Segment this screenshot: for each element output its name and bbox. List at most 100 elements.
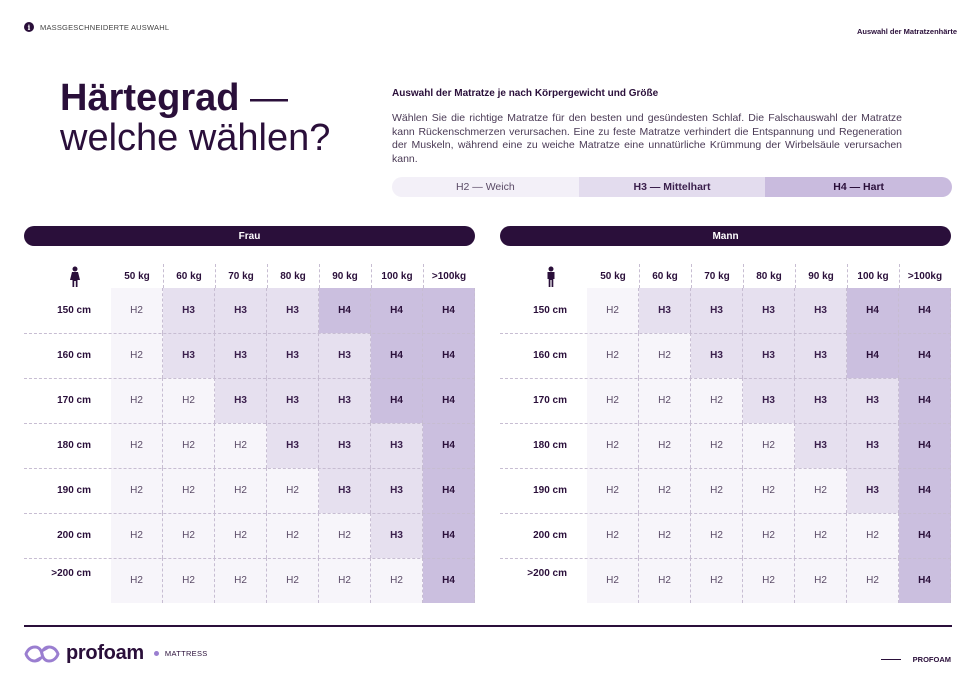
firmness-cell: H2 (587, 513, 639, 558)
section-name: MASSGESCHNEIDERTE AUSWAHL (40, 22, 170, 32)
firmness-cell: H2 (215, 468, 267, 513)
firmness-cell: H2 (111, 423, 163, 468)
weight-header: 70 kg (704, 270, 730, 282)
firmness-cell: H2 (111, 288, 163, 333)
firmness-cell: H2 (163, 378, 215, 423)
firmness-cell: H3 (319, 333, 371, 378)
firmness-cell: H3 (795, 333, 847, 378)
row-divider (500, 558, 951, 559)
footer-rule (24, 625, 952, 627)
intro-heading: Auswahl der Matratze je nach Körpergewic… (392, 88, 659, 99)
column-divider (847, 264, 848, 288)
column-divider (899, 264, 900, 288)
firmness-cell: H3 (267, 288, 319, 333)
firmness-cell: H2 (743, 513, 795, 558)
firmness-cell: H2 (267, 558, 319, 603)
firmness-cell: H3 (847, 423, 899, 468)
page-title: Härtegrad — welche wählen? (60, 78, 330, 158)
firmness-cell: H3 (795, 423, 847, 468)
firmness-cell: H2 (587, 468, 639, 513)
weight-header: 70 kg (228, 270, 254, 282)
height-row-label: >200 cm (527, 568, 567, 579)
firmness-cell: H4 (847, 288, 899, 333)
firmness-cell: H2 (267, 468, 319, 513)
firmness-cell: H2 (267, 513, 319, 558)
firmness-cell: H2 (847, 558, 899, 603)
row-divider (24, 468, 475, 469)
title-bold: Härtegrad (60, 77, 240, 119)
firmness-cell: H2 (587, 333, 639, 378)
firmness-cell: H3 (215, 378, 267, 423)
legend-h4: H4 — Hart (765, 177, 952, 197)
weight-header: >100kg (907, 270, 943, 282)
height-row-label: 170 cm (57, 395, 91, 406)
firmness-cell: H2 (639, 513, 691, 558)
brand-name: profoam (66, 642, 144, 664)
weight-header: 50 kg (600, 270, 626, 282)
row-divider (24, 513, 475, 514)
weight-header: 100 kg (857, 270, 889, 282)
firmness-cell: H2 (215, 513, 267, 558)
column-divider (163, 264, 164, 288)
firmness-cell: H4 (423, 333, 475, 378)
firmness-cell: H3 (371, 423, 423, 468)
firmness-cell: H2 (111, 468, 163, 513)
firmness-cell: H2 (639, 558, 691, 603)
footer-right: PROFOAM (880, 655, 951, 664)
firmness-cell: H2 (587, 378, 639, 423)
weight-header: 90 kg (808, 270, 834, 282)
firmness-cell: H3 (743, 288, 795, 333)
firmness-cell: H4 (371, 378, 423, 423)
table-frau: Frau 50 kg 60 kg 70 kg 80 kg 90 kg 100 kg >100… (24, 226, 475, 603)
firmness-cell: H4 (423, 558, 475, 603)
info-icon: i (24, 22, 34, 32)
firmness-cell: H2 (111, 378, 163, 423)
woman-icon (70, 266, 80, 287)
firmness-cell: H2 (163, 423, 215, 468)
man-icon (547, 266, 555, 287)
firmness-cell: H2 (639, 468, 691, 513)
firmness-cell: H4 (371, 333, 423, 378)
firmness-cell: H2 (795, 558, 847, 603)
top-right-label: Auswahl der Matratzenhärte (856, 27, 957, 36)
firmness-cell: H2 (163, 513, 215, 558)
firmness-cell: H4 (899, 378, 951, 423)
firmness-cell: H3 (743, 333, 795, 378)
height-row-label: 160 cm (533, 350, 567, 361)
weight-header: 50 kg (124, 270, 150, 282)
firmness-cell: H3 (847, 468, 899, 513)
column-divider (691, 264, 692, 288)
infinity-logo-icon (24, 644, 60, 663)
weight-header: 90 kg (332, 270, 358, 282)
table-header-frau: Frau (24, 226, 475, 246)
row-divider (24, 423, 475, 424)
firmness-cell: H4 (899, 423, 951, 468)
column-divider (423, 264, 424, 288)
row-divider (500, 513, 951, 514)
firmness-cell: H4 (423, 288, 475, 333)
firmness-legend: H2 — Weich H3 — Mittelhart H4 — Hart (392, 177, 952, 197)
firmness-cell: H2 (691, 558, 743, 603)
legend-h3: H3 — Mittelhart (578, 177, 766, 197)
height-row-label: 180 cm (57, 440, 91, 451)
firmness-cell: H3 (847, 378, 899, 423)
firmness-cell: H3 (163, 288, 215, 333)
firmness-cell: H2 (639, 333, 691, 378)
firmness-cell: H3 (319, 468, 371, 513)
firmness-cell: H2 (639, 423, 691, 468)
firmness-cell: H2 (111, 558, 163, 603)
table-mann: Mann 50 kg 60 kg 70 kg 80 kg 90 kg 100 kg >100… (500, 226, 951, 603)
height-row-label: 150 cm (533, 305, 567, 316)
weight-header: 80 kg (280, 270, 306, 282)
firmness-cell: H2 (743, 468, 795, 513)
height-row-label: 190 cm (57, 485, 91, 496)
row-divider (24, 333, 475, 334)
row-divider (24, 558, 475, 559)
firmness-cell: H3 (215, 288, 267, 333)
firmness-cell: H3 (267, 378, 319, 423)
firmness-cell: H2 (691, 378, 743, 423)
row-divider (500, 423, 951, 424)
firmness-cell: H4 (319, 288, 371, 333)
column-divider (795, 264, 796, 288)
height-row-label: 200 cm (533, 530, 567, 541)
